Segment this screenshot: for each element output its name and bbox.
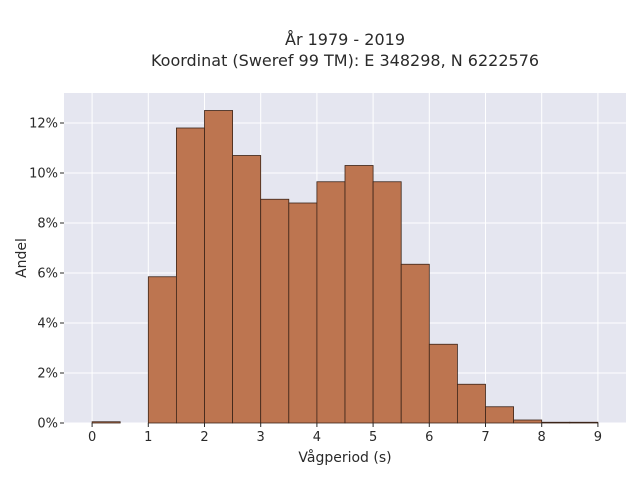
y-tick-label: 10% <box>29 167 58 182</box>
x-axis-label: Vågperiod (s) <box>298 449 391 466</box>
x-tick-label: 7 <box>481 430 489 445</box>
histogram-bar-17 <box>569 421 599 424</box>
x-tick-label: 3 <box>257 430 265 445</box>
x-axis-ticks: 0 1 2 3 4 5 6 7 8 9 <box>88 423 602 445</box>
y-axis-label: Andel <box>14 238 30 278</box>
histogram-bar-3 <box>175 127 205 424</box>
histogram-bar-14 <box>485 406 515 424</box>
histogram-bar-12 <box>428 343 458 424</box>
histogram-bar-0 <box>91 421 121 424</box>
histogram-bar-16 <box>541 421 571 424</box>
histogram-bar-2 <box>147 276 177 424</box>
bars <box>91 110 599 424</box>
histogram-bar-8 <box>316 181 346 424</box>
chart-title-line-2: Koordinat (Sweref 99 TM): E 348298, N 62… <box>151 51 539 70</box>
x-tick-label: 4 <box>313 430 321 445</box>
x-tick-label: 2 <box>200 430 208 445</box>
histogram-bar-6 <box>260 198 290 424</box>
x-tick-label: 1 <box>144 430 152 445</box>
y-tick-label: 8% <box>37 217 58 232</box>
y-tick-label: 0% <box>37 417 58 432</box>
y-tick-label: 6% <box>37 267 58 282</box>
y-axis-ticks: 0% 2% 4% 6% 8% 10% 12% <box>29 117 64 432</box>
histogram-bar-4 <box>204 110 234 424</box>
histogram-bar-13 <box>456 383 486 424</box>
histogram-bar-7 <box>288 202 318 424</box>
x-tick-label: 8 <box>538 430 546 445</box>
x-tick-label: 0 <box>88 430 96 445</box>
x-tick-label: 9 <box>594 430 602 445</box>
histogram-bar-10 <box>372 181 402 424</box>
chart-title-line-1: År 1979 - 2019 <box>285 30 405 49</box>
y-tick-label: 2% <box>37 367 58 382</box>
y-tick-label: 12% <box>29 117 58 132</box>
x-tick-label: 6 <box>425 430 433 445</box>
histogram-bar-9 <box>344 165 374 424</box>
histogram-bar-11 <box>400 263 430 424</box>
x-tick-label: 5 <box>369 430 377 445</box>
y-tick-label: 4% <box>37 317 58 332</box>
histogram-bar-15 <box>513 419 543 424</box>
histogram-bar-5 <box>232 155 262 424</box>
